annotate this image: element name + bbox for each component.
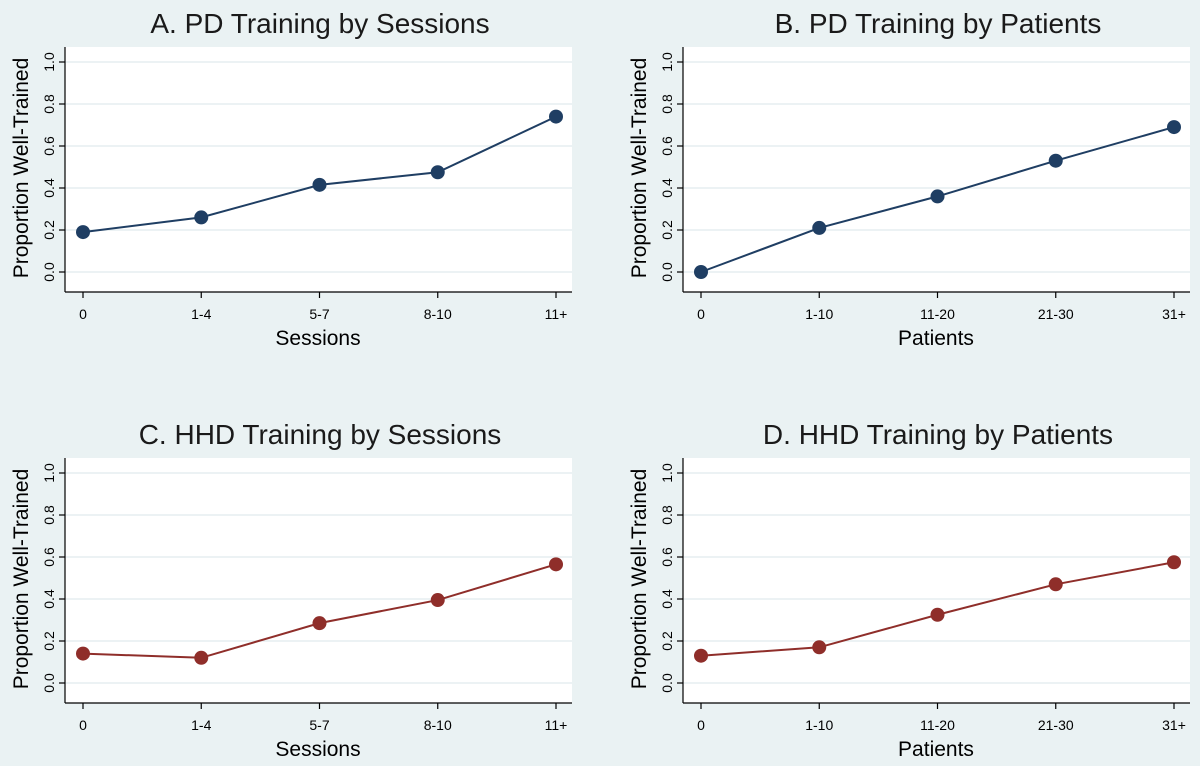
x-tick-label: 0 [79, 306, 87, 322]
y-tick-label: 0.0 [659, 262, 675, 282]
data-point [194, 210, 209, 225]
data-point [812, 640, 827, 655]
data-point [76, 225, 90, 240]
x-axis-title: Sessions [275, 738, 360, 761]
x-tick-label: 1-10 [805, 717, 833, 733]
plot-area [65, 47, 572, 292]
y-tick-label: 0.6 [659, 547, 675, 567]
y-tick-label: 0.2 [659, 631, 675, 651]
y-tick-label: 0.6 [41, 547, 57, 567]
x-tick-label: 0 [697, 717, 705, 733]
panel-title: A. PD Training by Sessions [150, 8, 489, 39]
y-axis-title: Proportion Well-Trained [628, 58, 651, 279]
y-tick-label: 0.4 [41, 589, 57, 609]
x-tick-label: 1-4 [191, 306, 211, 322]
y-tick-label: 0.4 [659, 178, 675, 198]
x-tick-label: 0 [79, 717, 87, 733]
y-axis-title: Proportion Well-Trained [628, 469, 651, 690]
y-tick-label: 0.2 [659, 220, 675, 240]
y-tick-label: 0.6 [659, 136, 675, 156]
data-point [312, 616, 327, 631]
x-tick-label: 21-30 [1038, 306, 1074, 322]
y-tick-label: 0.0 [41, 262, 57, 282]
y-tick-label: 0.0 [659, 673, 675, 693]
y-tick-label: 1.0 [659, 463, 675, 483]
y-tick-label: 0.8 [41, 505, 57, 525]
y-tick-label: 1.0 [659, 52, 675, 72]
data-point [930, 607, 945, 622]
data-point [194, 650, 209, 665]
x-tick-label: 11-20 [920, 306, 955, 322]
y-tick-label: 0.8 [659, 94, 675, 114]
y-axis-title: Proportion Well-Trained [10, 469, 33, 690]
x-axis-title: Sessions [275, 327, 360, 350]
x-tick-label: 11+ [545, 717, 568, 733]
data-point [1167, 555, 1181, 570]
data-point [76, 646, 90, 661]
plot-area [683, 47, 1190, 292]
x-tick-label: 21-30 [1038, 717, 1074, 733]
panel-title: D. HHD Training by Patients [763, 419, 1113, 450]
x-axis-title: Patients [898, 327, 974, 350]
plot-area [65, 458, 572, 703]
y-axis-title: Proportion Well-Trained [10, 58, 33, 279]
x-tick-label: 5-7 [309, 306, 329, 322]
y-tick-label: 1.0 [41, 52, 57, 72]
x-tick-label: 8-10 [424, 306, 452, 322]
panel-title: C. HHD Training by Sessions [139, 419, 502, 450]
data-point [549, 557, 563, 572]
y-tick-label: 1.0 [41, 463, 57, 483]
data-point [549, 109, 563, 124]
panel-c: C. HHD Training by Sessions Proportion W… [10, 419, 572, 761]
data-point [812, 220, 827, 235]
y-tick-label: 0.4 [659, 589, 675, 609]
x-tick-label: 5-7 [309, 717, 329, 733]
panel-b: B. PD Training by Patients Proportion We… [628, 8, 1190, 350]
data-point [930, 189, 945, 204]
plot-area [683, 458, 1190, 703]
x-axis-title: Patients [898, 738, 974, 761]
panel-a: A. PD Training by Sessions Proportion We… [10, 8, 572, 350]
data-point [694, 648, 708, 663]
x-tick-label: 8-10 [424, 717, 452, 733]
y-tick-label: 0.2 [41, 631, 57, 651]
data-point [1167, 120, 1181, 135]
y-tick-label: 0.2 [41, 220, 57, 240]
x-tick-label: 0 [697, 306, 705, 322]
data-point [1048, 153, 1063, 168]
x-tick-label: 1-4 [191, 717, 211, 733]
data-point [312, 177, 327, 192]
data-point [694, 265, 708, 279]
data-point [430, 165, 445, 180]
data-point [430, 593, 445, 608]
x-tick-label: 1-10 [805, 306, 833, 322]
data-point [1048, 577, 1063, 592]
y-tick-label: 0.6 [41, 136, 57, 156]
y-tick-label: 0.4 [41, 178, 57, 198]
panel-title: B. PD Training by Patients [775, 8, 1102, 39]
y-tick-label: 0.8 [659, 505, 675, 525]
y-tick-label: 0.0 [41, 673, 57, 693]
x-tick-label: 11+ [545, 306, 568, 322]
x-tick-label: 31+ [1162, 717, 1186, 733]
x-tick-label: 31+ [1162, 306, 1186, 322]
panel-d: D. HHD Training by Patients Proportion W… [628, 419, 1190, 761]
x-tick-label: 11-20 [920, 717, 955, 733]
y-tick-label: 0.8 [41, 94, 57, 114]
